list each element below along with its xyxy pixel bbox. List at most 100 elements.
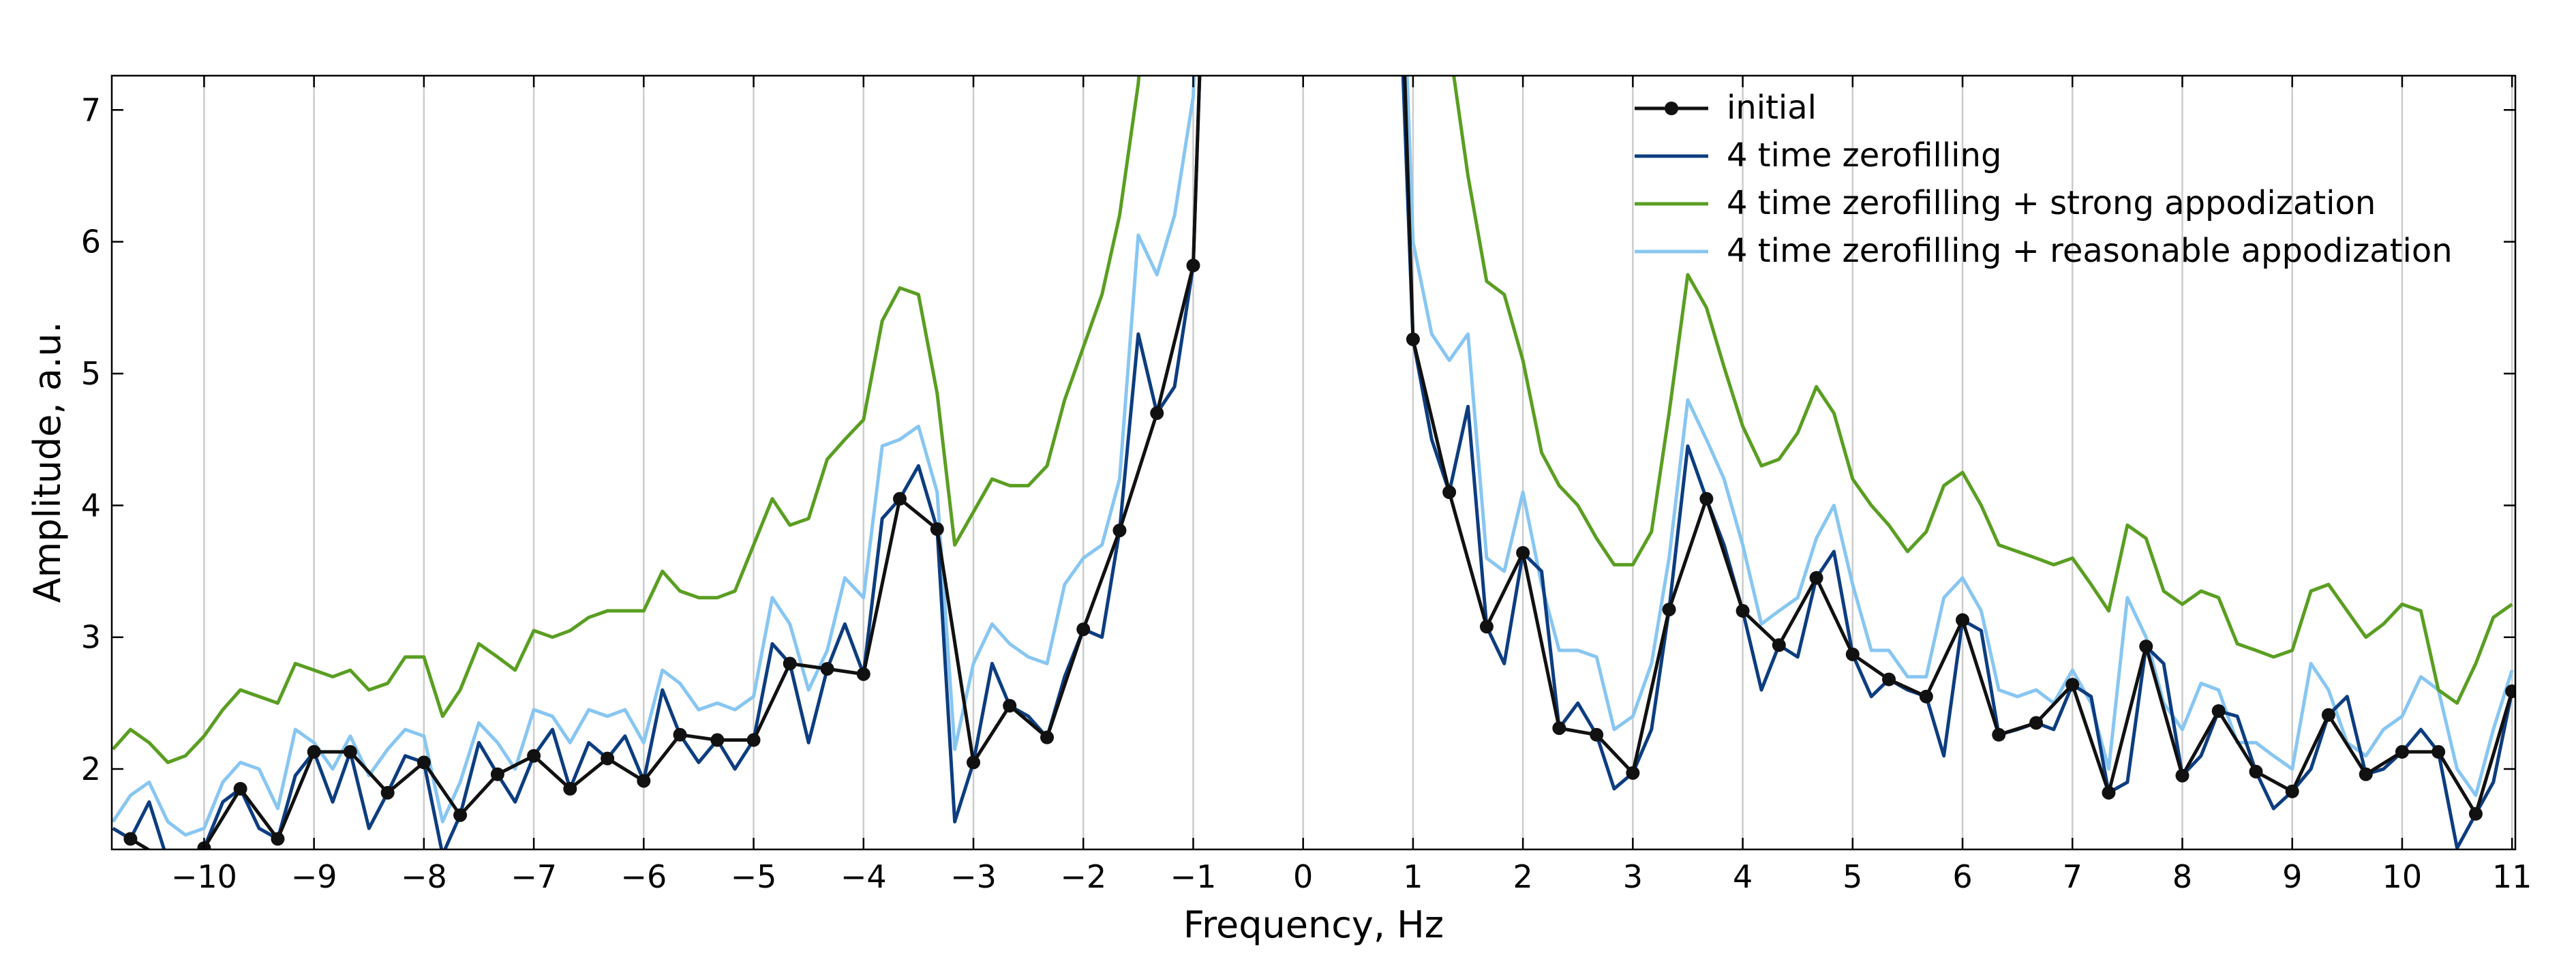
data-point [1406,332,1420,346]
data-point [1076,622,1091,637]
data-point [343,744,357,759]
data-point [1772,638,1786,652]
y-tick-label: 5 [81,355,101,392]
y-tick-label: 7 [81,91,101,128]
data-point [710,733,725,747]
ticks: −10 −9 −8 −7 −6 −5 −4 −3 −2 −1 0 1 2 3 4 5 6 7 8 9 10 1123456… [81,76,2532,895]
data-point [783,656,797,671]
plot-frame [110,74,2517,851]
x-tick-label: 11 [2492,858,2532,895]
data-point [1552,721,1566,736]
y-tick-label: 2 [81,751,101,787]
x-tick-label: −1 [1170,858,1217,895]
data-point [380,785,395,800]
data-point [2431,744,2446,759]
data-point [1919,689,1933,704]
data-point [1956,613,1970,627]
legend-label: initial [1727,89,1817,127]
data-point [2505,684,2515,698]
data-point [1442,485,1457,500]
x-tick-label: −2 [1060,858,1106,895]
x-tick-label: 2 [1513,858,1532,895]
y-tick-label: 6 [81,224,101,260]
y-axis-label: Amplitude, a.u. [26,322,69,603]
data-point [123,832,138,846]
data-point [1809,571,1823,585]
data-point [271,832,285,846]
legend: initial 4 time zerofilling 4 time zerofill… [1635,89,2453,270]
data-point [2249,764,2263,779]
x-tick-label: 8 [2172,858,2192,895]
data-point [307,744,321,759]
y-tick-label: 3 [81,619,101,656]
y-tick-label: 4 [81,487,101,524]
data-point [1992,727,2006,742]
data-point [1003,699,1017,713]
data-point [2321,708,2335,722]
x-tick-label: 6 [1952,858,1972,895]
data-point [1882,672,1896,686]
data-point [637,774,651,788]
data-point [2139,639,2153,654]
x-tick-label: −9 [291,858,337,895]
data-point [2175,768,2189,783]
data-point [563,782,577,796]
data-point [233,782,247,796]
data-point [1186,258,1200,273]
data-point [1626,766,1640,780]
x-tick-label: −7 [511,858,557,895]
x-tick-label: 3 [1623,858,1643,895]
data-point [527,749,541,763]
data-point [1845,647,1860,661]
data-point [2102,785,2116,800]
legend-marker [1665,102,1678,115]
data-point [1516,545,1530,560]
data-point [2065,678,2080,692]
data-point [1112,524,1127,538]
x-tick-label: 0 [1293,858,1313,895]
data-point [820,662,834,676]
x-tick-label: 9 [2282,858,2302,895]
data-point [892,492,907,506]
data-point [2468,806,2483,821]
legend-label: 4 time zerofilling [1727,136,2001,175]
data-point [2359,767,2373,781]
data-point [930,522,944,537]
x-tick-label: −6 [620,858,667,895]
x-tick-label: −3 [950,858,997,895]
x-tick-label: 1 [1403,858,1423,895]
legend-label: 4 time zerofilling + reasonable appodiza… [1727,232,2453,270]
x-tick-label: 7 [2063,858,2082,895]
x-axis-label: Frequency, Hz [1183,903,1444,946]
data-point [1662,603,1676,617]
data-point [2285,784,2299,798]
data-point [453,808,468,822]
data-point [673,727,687,742]
data-point [1590,727,1604,742]
x-tick-label: 5 [1843,858,1862,895]
data-point [2395,744,2409,759]
data-point [746,733,761,747]
x-tick-label: −10 [171,858,237,895]
x-tick-label: −5 [731,858,777,895]
x-tick-label: −8 [401,858,447,895]
series-line [112,76,2514,837]
data-point [1736,604,1750,618]
data-point [967,755,981,770]
data-point [2029,716,2044,730]
series-line [112,76,2513,764]
legend-label: 4 time zerofilling + strong appodization [1727,184,2376,222]
x-tick-label: −4 [840,858,887,895]
data-point [2211,704,2226,718]
x-tick-label: 10 [2382,858,2423,895]
data-point [856,667,870,681]
data-point [1699,492,1714,506]
data-point [601,751,615,766]
data-point [490,767,504,781]
data-point [1479,620,1494,634]
x-tick-label: 4 [1733,858,1753,895]
series-line [112,76,2514,849]
plot-area [112,76,2515,849]
data-point [1150,406,1164,420]
